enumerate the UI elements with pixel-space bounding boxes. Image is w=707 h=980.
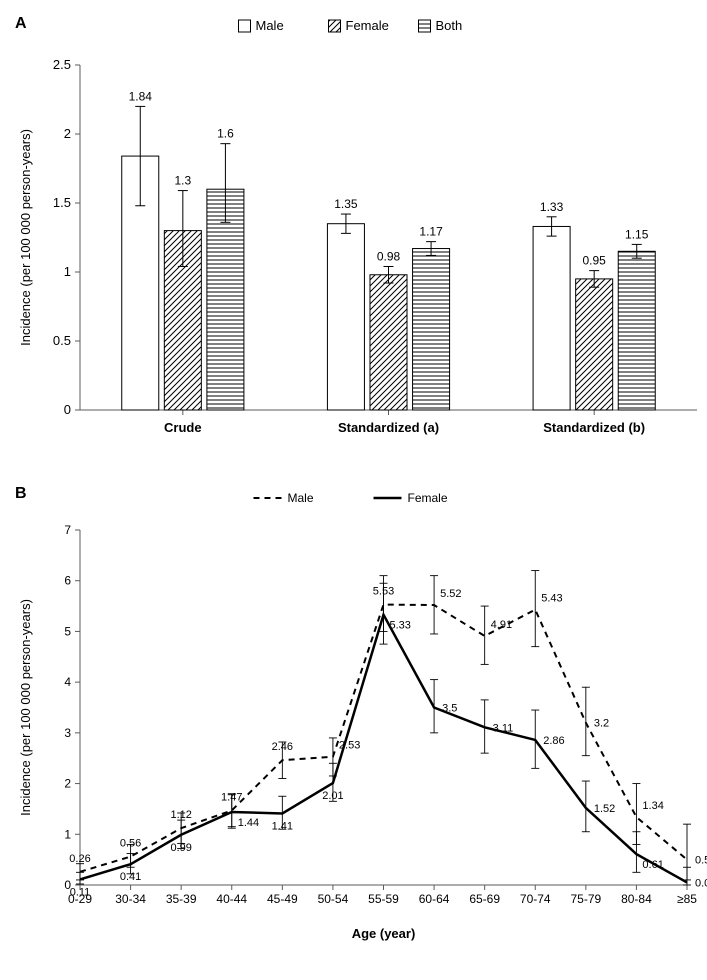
svg-text:1.84: 1.84 <box>129 89 153 103</box>
panel-b-label: B <box>15 485 27 503</box>
svg-text:80-84: 80-84 <box>621 892 652 906</box>
svg-text:Standardized (a): Standardized (a) <box>338 420 439 435</box>
svg-text:Incidence (per 100 000 person-: Incidence (per 100 000 person-years) <box>18 129 33 346</box>
svg-text:1: 1 <box>64 827 71 841</box>
svg-text:3.2: 3.2 <box>594 718 609 730</box>
svg-text:2.53: 2.53 <box>339 740 360 752</box>
svg-text:1.12: 1.12 <box>170 809 191 821</box>
svg-text:0.98: 0.98 <box>377 249 401 263</box>
svg-text:55-59: 55-59 <box>368 892 399 906</box>
svg-text:1.34: 1.34 <box>642 800 663 812</box>
panel-a-label: A <box>15 15 27 33</box>
svg-text:0: 0 <box>64 402 71 417</box>
svg-text:0.99: 0.99 <box>170 842 191 854</box>
svg-text:Both: Both <box>436 18 463 33</box>
line-chart: 01234567Incidence (per 100 000 person-ye… <box>10 480 707 950</box>
svg-text:0.41: 0.41 <box>120 871 141 883</box>
svg-text:0.11: 0.11 <box>70 886 91 898</box>
bar-chart: 0 0.5 1 1.5 2 2.5 Incidence (per 100 000 perso… <box>10 10 707 460</box>
svg-text:5.33: 5.33 <box>390 620 411 632</box>
svg-text:1.5: 1.5 <box>53 195 71 210</box>
svg-text:1.44: 1.44 <box>238 817 259 829</box>
svg-text:45-49: 45-49 <box>267 892 298 906</box>
panel-a: A 0 0.5 1 1.5 2 2.5 Incidence (per 100 000 per… <box>10 10 697 460</box>
svg-text:1.6: 1.6 <box>217 127 234 141</box>
svg-text:4: 4 <box>64 675 71 689</box>
svg-text:Age (year): Age (year) <box>352 926 416 941</box>
svg-text:2: 2 <box>64 777 71 791</box>
svg-text:5.53: 5.53 <box>373 586 394 598</box>
svg-text:Crude: Crude <box>164 420 202 435</box>
svg-text:6: 6 <box>64 574 71 588</box>
svg-text:30-34: 30-34 <box>115 892 146 906</box>
svg-text:1.52: 1.52 <box>594 803 615 815</box>
svg-text:7: 7 <box>64 523 71 537</box>
svg-text:Male: Male <box>256 18 284 33</box>
svg-text:50-54: 50-54 <box>318 892 349 906</box>
svg-text:1.3: 1.3 <box>174 174 191 188</box>
svg-text:0.56: 0.56 <box>120 838 141 850</box>
svg-text:1.47: 1.47 <box>221 791 242 803</box>
svg-text:Standardized (b): Standardized (b) <box>543 420 645 435</box>
svg-text:2.46: 2.46 <box>272 741 293 753</box>
svg-text:Female: Female <box>346 18 389 33</box>
svg-text:60-64: 60-64 <box>419 892 450 906</box>
svg-text:0.61: 0.61 <box>642 859 663 871</box>
svg-text:0.5: 0.5 <box>53 333 71 348</box>
svg-text:40-44: 40-44 <box>216 892 247 906</box>
svg-text:5.52: 5.52 <box>440 588 461 600</box>
svg-text:3.11: 3.11 <box>493 722 514 734</box>
svg-text:1.41: 1.41 <box>272 820 293 832</box>
svg-text:0.05: 0.05 <box>695 877 707 889</box>
panel-b: B 01234567Incidence (per 100 000 person-… <box>10 480 697 950</box>
svg-text:3: 3 <box>64 726 71 740</box>
svg-text:2.01: 2.01 <box>322 790 343 802</box>
svg-text:75-79: 75-79 <box>570 892 601 906</box>
svg-text:≥85: ≥85 <box>677 892 697 906</box>
svg-text:Male: Male <box>288 491 314 505</box>
svg-text:3.5: 3.5 <box>442 703 457 715</box>
svg-text:1: 1 <box>64 264 71 279</box>
svg-text:35-39: 35-39 <box>166 892 197 906</box>
svg-text:1.15: 1.15 <box>625 227 649 241</box>
svg-text:0.5: 0.5 <box>695 855 707 867</box>
svg-text:1.35: 1.35 <box>334 197 358 211</box>
svg-text:65-69: 65-69 <box>469 892 500 906</box>
svg-text:0.95: 0.95 <box>582 254 606 268</box>
svg-text:1.17: 1.17 <box>419 225 443 239</box>
svg-text:2.86: 2.86 <box>543 735 564 747</box>
svg-text:0.26: 0.26 <box>69 853 90 865</box>
svg-text:Incidence (per 100 000 person-: Incidence (per 100 000 person-years) <box>18 599 33 816</box>
svg-text:5: 5 <box>64 624 71 638</box>
svg-text:4.91: 4.91 <box>491 619 512 631</box>
svg-text:1.33: 1.33 <box>540 200 564 214</box>
svg-text:70-74: 70-74 <box>520 892 551 906</box>
svg-text:2: 2 <box>64 126 71 141</box>
svg-text:5.43: 5.43 <box>541 593 562 605</box>
svg-text:Female: Female <box>408 491 448 505</box>
svg-text:2.5: 2.5 <box>53 57 71 72</box>
